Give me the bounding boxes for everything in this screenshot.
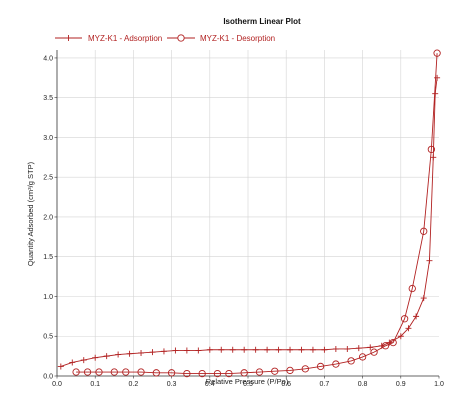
desorption-point (316, 362, 325, 371)
y-tick-label: 4.0 (43, 55, 53, 62)
desorption-point (122, 368, 130, 376)
adsorption-point (160, 348, 167, 355)
x-tick-label: 0.5 (243, 381, 253, 388)
adsorption-point (69, 359, 76, 366)
adsorption-point (426, 257, 433, 264)
adsorption-point (275, 346, 282, 353)
adsorption-point (218, 346, 225, 353)
y-tick-label: 0.0 (43, 374, 53, 381)
adsorption-point (252, 346, 259, 353)
x-tick-label: 0.2 (129, 381, 139, 388)
desorption-point (95, 368, 103, 376)
adsorption-point (195, 347, 202, 354)
desorption-point (183, 369, 191, 378)
adsorption-point (80, 357, 87, 364)
x-tick-label: 0.8 (358, 381, 368, 388)
desorption-point (408, 284, 416, 293)
adsorption-point (434, 74, 441, 81)
x-tick-label: 0.9 (396, 381, 406, 388)
y-tick-label: 2.5 (43, 175, 53, 182)
desorption-point (433, 49, 441, 57)
desorption-point (72, 368, 80, 376)
desorption-point (152, 369, 160, 377)
adsorption-point (397, 333, 404, 340)
desorption-point (400, 315, 409, 323)
adsorption-point (241, 346, 248, 353)
desorption-point (420, 227, 428, 235)
plot-area: 0.0 0.1 0.2 0.3 0.4 0.5 0.6 0.7 0.8 0.9 1.0 0.0 0.5 1… (43, 49, 444, 388)
adsorption-point (321, 346, 328, 353)
desorption-point (347, 357, 355, 365)
desorption-point (255, 368, 264, 376)
adsorption-point (206, 346, 213, 353)
adsorption-point (115, 351, 122, 358)
chart-title: Isotherm Linear Plot (223, 17, 301, 26)
x-tick-label: 0.0 (52, 381, 62, 388)
desorption-point (427, 145, 436, 154)
desorption-point (332, 360, 340, 368)
adsorption-point (332, 345, 339, 352)
desorption-point (370, 348, 378, 356)
y-tick-label: 3.0 (43, 135, 53, 142)
desorption-point (358, 353, 367, 361)
legend-circle-marker (177, 34, 185, 42)
desorption-point (225, 369, 233, 378)
adsorption-point (149, 349, 156, 356)
x-tick-label: 0.3 (167, 381, 177, 388)
legend-item-desorption[interactable]: MYZ-K1 - Desorption (167, 34, 275, 43)
y-tick-label: 0.5 (43, 334, 53, 341)
adsorption-point (57, 363, 64, 370)
y-axis-label: Quantity Adsorbed (cm³/g STP) (26, 161, 35, 266)
adsorption-point (413, 313, 420, 320)
desorption-point (271, 367, 279, 375)
legend-item-adsorption[interactable]: MYZ-K1 - Adsorption (55, 34, 162, 43)
desorption-point (301, 365, 309, 373)
desorption-point (83, 368, 92, 376)
adsorption-point (172, 347, 179, 354)
y-tick-label: 2.0 (43, 214, 53, 221)
x-tick-label: 1.0 (434, 381, 444, 388)
y-tick-label: 1.0 (43, 294, 53, 301)
desorption-point (389, 338, 397, 347)
adsorption-point (420, 295, 427, 302)
desorption-point (381, 342, 390, 350)
adsorption-point (229, 346, 236, 353)
y-tick-label: 1.5 (43, 254, 53, 261)
desorption-point (286, 366, 294, 375)
adsorption-point (287, 346, 294, 353)
adsorption-point (430, 154, 437, 161)
adsorption-point (344, 345, 351, 352)
adsorption-point (264, 346, 271, 353)
legend-plus-marker (65, 35, 72, 41)
x-axis-label: Relative Pressure (P/Po) (206, 377, 289, 386)
desorption-point (198, 369, 206, 378)
desorption-point (167, 369, 176, 377)
adsorption-point (355, 345, 362, 352)
legend-label-adsorption: MYZ-K1 - Adsorption (88, 34, 162, 43)
desorption-point (110, 368, 118, 376)
legend-label-desorption: MYZ-K1 - Desorption (200, 34, 275, 43)
adsorption-point (298, 346, 305, 353)
series-line-desorption (76, 53, 438, 375)
x-tick-label: 0.1 (90, 381, 100, 388)
adsorption-point (183, 347, 190, 354)
adsorption-point (92, 354, 99, 361)
legend: MYZ-K1 - Adsorption MYZ-K1 - Desorption (55, 34, 275, 43)
adsorption-point (126, 350, 133, 357)
adsorption-point (138, 349, 145, 356)
adsorption-point (309, 346, 316, 353)
x-tick-label: 0.7 (320, 381, 330, 388)
adsorption-point (405, 325, 412, 332)
desorption-point (213, 369, 222, 378)
x-tick-label: 0.6 (281, 381, 291, 388)
desorption-point (137, 368, 145, 376)
x-tick-label: 0.4 (205, 381, 215, 388)
desorption-point (240, 369, 248, 377)
adsorption-point (103, 353, 110, 360)
adsorption-point (367, 344, 374, 351)
y-tick-label: 3.5 (43, 95, 53, 102)
